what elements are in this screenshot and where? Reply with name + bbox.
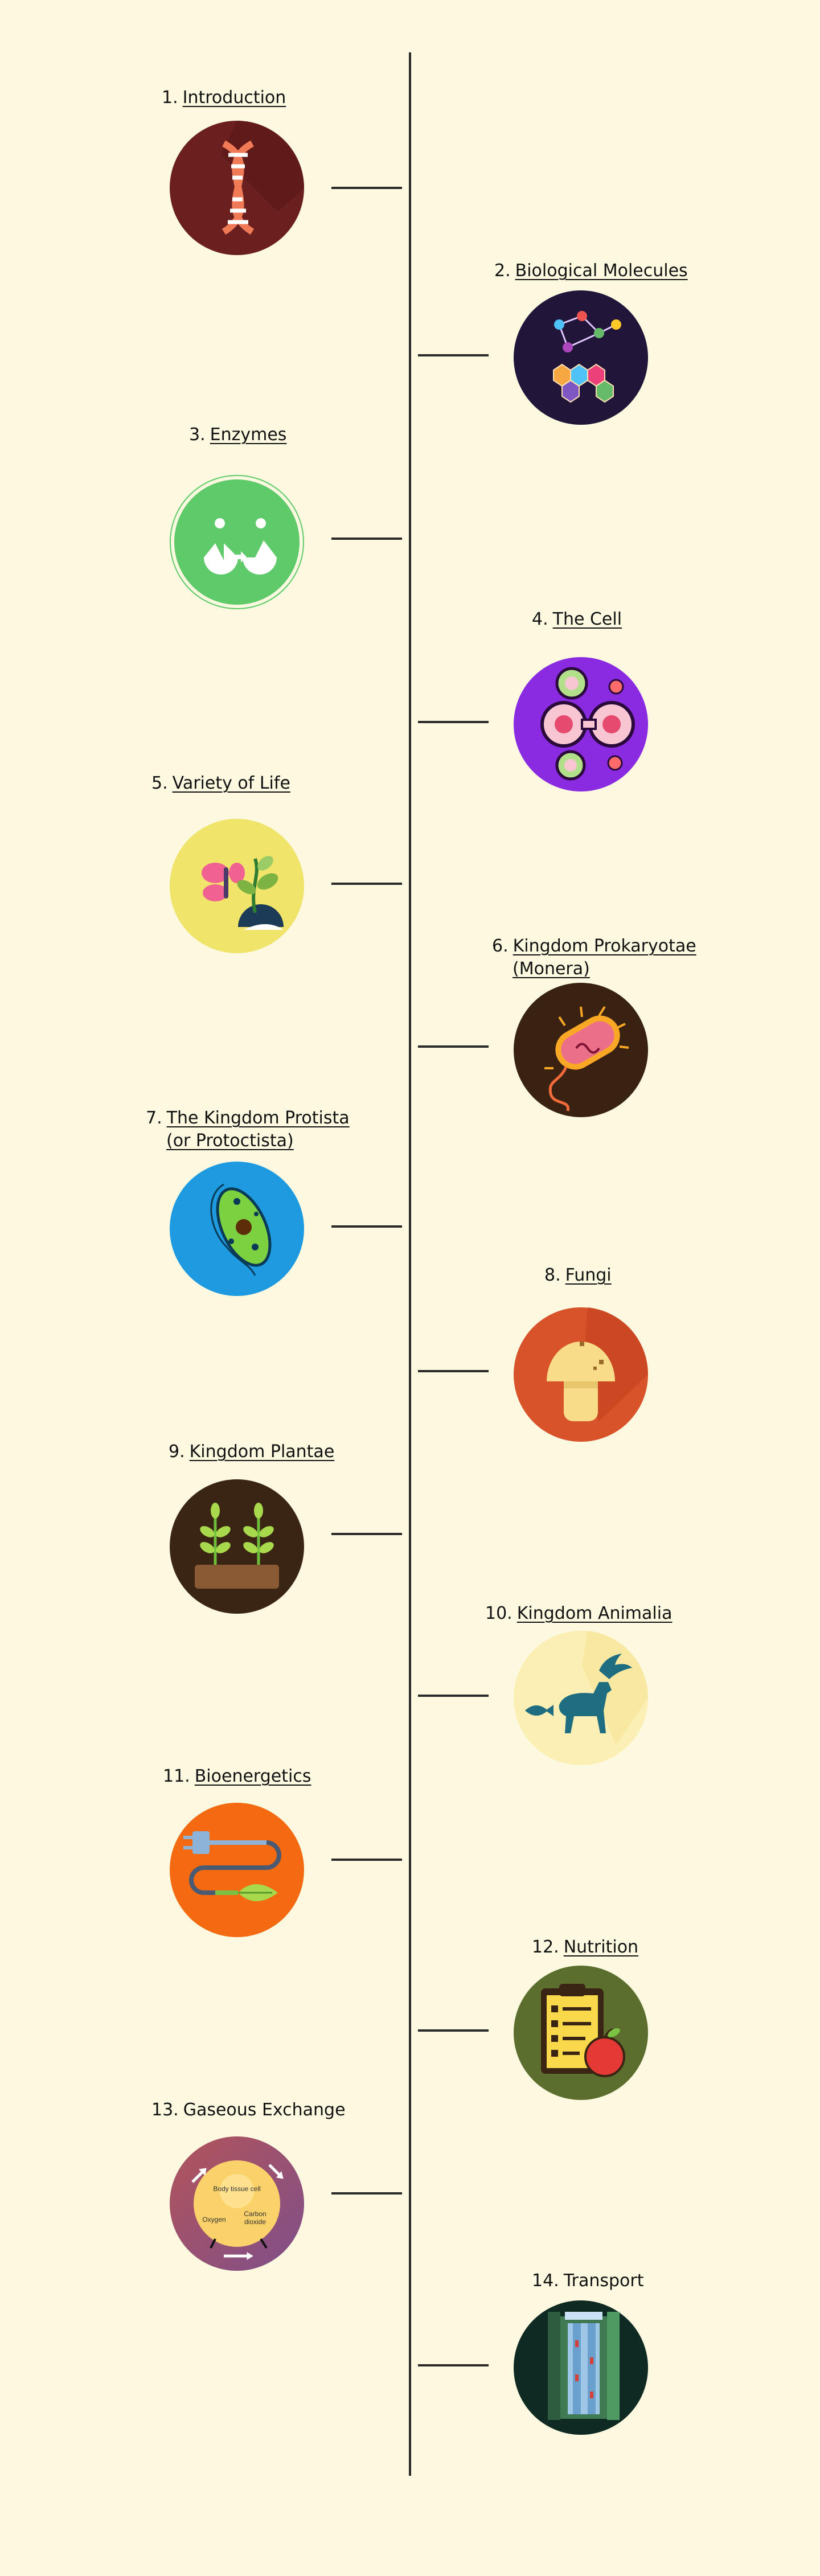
timeline-tick [331,538,402,540]
timeline-tick [418,2029,489,2032]
timeline-tick [331,1859,402,1861]
energy-plug-icon[interactable] [170,1803,304,1937]
topic-link-monera[interactable]: (Monera) [512,959,590,979]
animals-icon[interactable] [514,1631,648,1765]
xylem-icon[interactable] [514,2300,648,2435]
timeline-line [409,52,411,2476]
protist-icon[interactable] [170,1162,304,1296]
timeline-tick [331,883,402,885]
topic-label-transport: Transport [563,2271,644,2291]
topic-link-fungi[interactable]: Fungi [565,1265,612,1285]
topic-link-nutrition[interactable]: Nutrition [563,1937,639,1957]
gas-exchange-icon[interactable]: Body tissue cell Oxygen Carbon dioxide [170,2136,304,2271]
topic-title-3: 3. Enzymes [189,425,287,445]
timeline-tick [331,1533,402,1535]
topic-link-variety-of-life[interactable]: Variety of Life [172,773,290,793]
topic-link-the-cell[interactable]: The Cell [552,609,622,629]
bacterium-icon[interactable] [514,983,648,1117]
topic-title-4: 4. The Cell [532,609,622,629]
topic-title-11: 11. Bioenergetics [163,1766,311,1786]
timeline-tick [418,2364,489,2366]
topic-title-12: 12. Nutrition [532,1937,639,1957]
timeline-tick [418,1370,489,1372]
topic-title-13: 13. Gaseous Exchange [151,2100,346,2120]
enzyme-icon[interactable] [170,475,304,609]
nutrition-clipboard-icon[interactable] [514,1966,648,2100]
gas-label-carbon: Carbon [244,2210,266,2218]
topic-title-14: 14. Transport [532,2271,644,2291]
timeline-tick [331,187,402,189]
topic-label-gaseous-exchange: Gaseous Exchange [183,2100,346,2120]
topic-title-2: 2. Biological Molecules [494,261,688,281]
butterfly-plant-icon[interactable] [170,819,304,953]
topic-title-6: 6. Kingdom Prokaryotae (Monera) [492,936,696,979]
timeline-tick [331,1225,402,1228]
cell-icon[interactable] [514,657,648,791]
topic-title-1: 1. Introduction [162,88,286,108]
topic-link-kingdom-protista[interactable]: The Kingdom Protista [166,1108,350,1128]
plant-sprouts-icon[interactable] [170,1479,304,1614]
topic-link-protoctista[interactable]: (or Protoctista) [166,1131,294,1151]
topic-link-biological-molecules[interactable]: Biological Molecules [515,261,688,281]
topic-link-enzymes[interactable]: Enzymes [210,425,287,445]
topic-link-kingdom-prokaryotae[interactable]: Kingdom Prokaryotae [512,936,696,956]
mushroom-icon[interactable] [514,1307,648,1442]
topic-link-introduction[interactable]: Introduction [182,88,286,108]
timeline-tick [418,354,489,356]
timeline-tick [418,1045,489,1048]
topic-link-kingdom-animalia[interactable]: Kingdom Animalia [516,1603,673,1623]
topic-title-10: 10. Kingdom Animalia [485,1603,673,1623]
molecules-icon[interactable] [514,290,648,425]
gas-label-cell: Body tissue cell [213,2185,260,2193]
topic-title-9: 9. Kingdom Plantae [169,1442,335,1462]
dna-icon[interactable] [170,121,304,255]
gas-label-dioxide: dioxide [244,2218,266,2226]
timeline-tick [331,2192,402,2194]
topic-title-5: 5. Variety of Life [151,773,290,793]
timeline-tick [418,1695,489,1697]
topic-title-7: 7. The Kingdom Protista (or Protoctista) [146,1108,350,1151]
topic-link-kingdom-plantae[interactable]: Kingdom Plantae [189,1442,335,1462]
gas-label-oxygen: Oxygen [202,2216,226,2224]
topic-link-bioenergetics[interactable]: Bioenergetics [194,1766,311,1786]
topic-title-8: 8. Fungi [544,1265,612,1285]
timeline-tick [418,721,489,723]
